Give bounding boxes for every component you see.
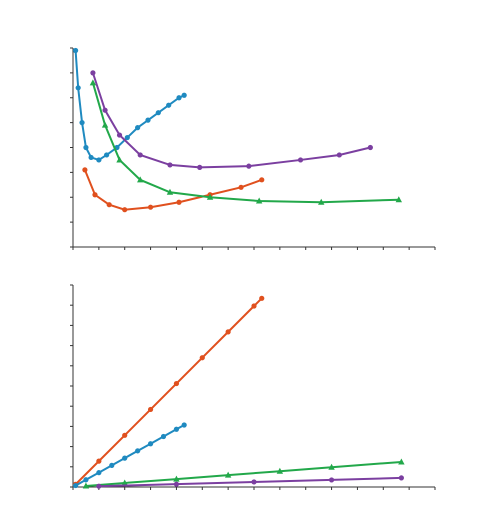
marker: [90, 70, 96, 76]
marker: [297, 157, 304, 163]
marker: [82, 482, 90, 489]
marker: [197, 164, 203, 170]
marker: [89, 79, 97, 86]
marker: [122, 432, 128, 438]
marker: [173, 380, 180, 387]
marker: [96, 157, 102, 163]
marker: [167, 162, 173, 168]
marker: [155, 110, 161, 116]
marker: [255, 197, 263, 204]
series-line: [74, 297, 263, 486]
marker: [199, 355, 205, 361]
marker: [398, 475, 404, 481]
marker: [116, 132, 123, 138]
marker: [147, 441, 154, 447]
marker: [102, 107, 108, 113]
marker: [259, 295, 265, 301]
marker: [328, 463, 335, 470]
marker: [176, 95, 182, 101]
marker: [173, 475, 180, 482]
marker: [137, 152, 143, 158]
marker: [145, 117, 151, 123]
marker: [72, 47, 79, 54]
marker: [135, 448, 141, 454]
marker: [246, 163, 252, 169]
marker: [318, 198, 325, 205]
marker: [166, 102, 172, 108]
marker: [96, 483, 102, 489]
marker: [101, 121, 109, 128]
marker: [181, 92, 187, 98]
marker: [176, 199, 182, 205]
marker: [121, 479, 128, 486]
marker: [251, 303, 257, 309]
series-line: [91, 82, 399, 204]
marker: [83, 477, 89, 483]
marker: [181, 422, 187, 428]
marker: [395, 196, 402, 203]
marker: [72, 482, 79, 489]
marker: [88, 154, 94, 161]
marker: [83, 144, 89, 151]
marker: [206, 193, 214, 200]
marker: [147, 406, 154, 413]
marker: [96, 470, 102, 476]
marker: [104, 152, 110, 158]
marker: [109, 462, 115, 468]
marker: [328, 477, 335, 483]
marker: [75, 85, 81, 91]
marker: [96, 458, 102, 464]
marker: [147, 204, 154, 210]
series-line: [91, 72, 371, 169]
marker: [224, 471, 232, 478]
series-line: [75, 424, 185, 487]
marker: [122, 455, 128, 461]
marker: [106, 202, 112, 208]
marker: [225, 329, 231, 335]
marker: [122, 207, 128, 213]
marker: [166, 188, 174, 195]
marker: [238, 184, 244, 190]
marker: [92, 192, 98, 198]
marker: [173, 426, 180, 432]
marker: [251, 479, 257, 485]
marker: [79, 120, 85, 126]
marker: [336, 152, 342, 158]
marker: [173, 481, 180, 487]
marker: [160, 433, 167, 440]
marker: [82, 167, 88, 173]
marker: [276, 467, 284, 474]
marker: [398, 458, 405, 465]
marker: [135, 125, 141, 131]
marker: [367, 144, 373, 151]
marker: [124, 134, 130, 141]
marker: [137, 176, 144, 183]
marker: [116, 156, 123, 163]
marker: [259, 177, 265, 183]
